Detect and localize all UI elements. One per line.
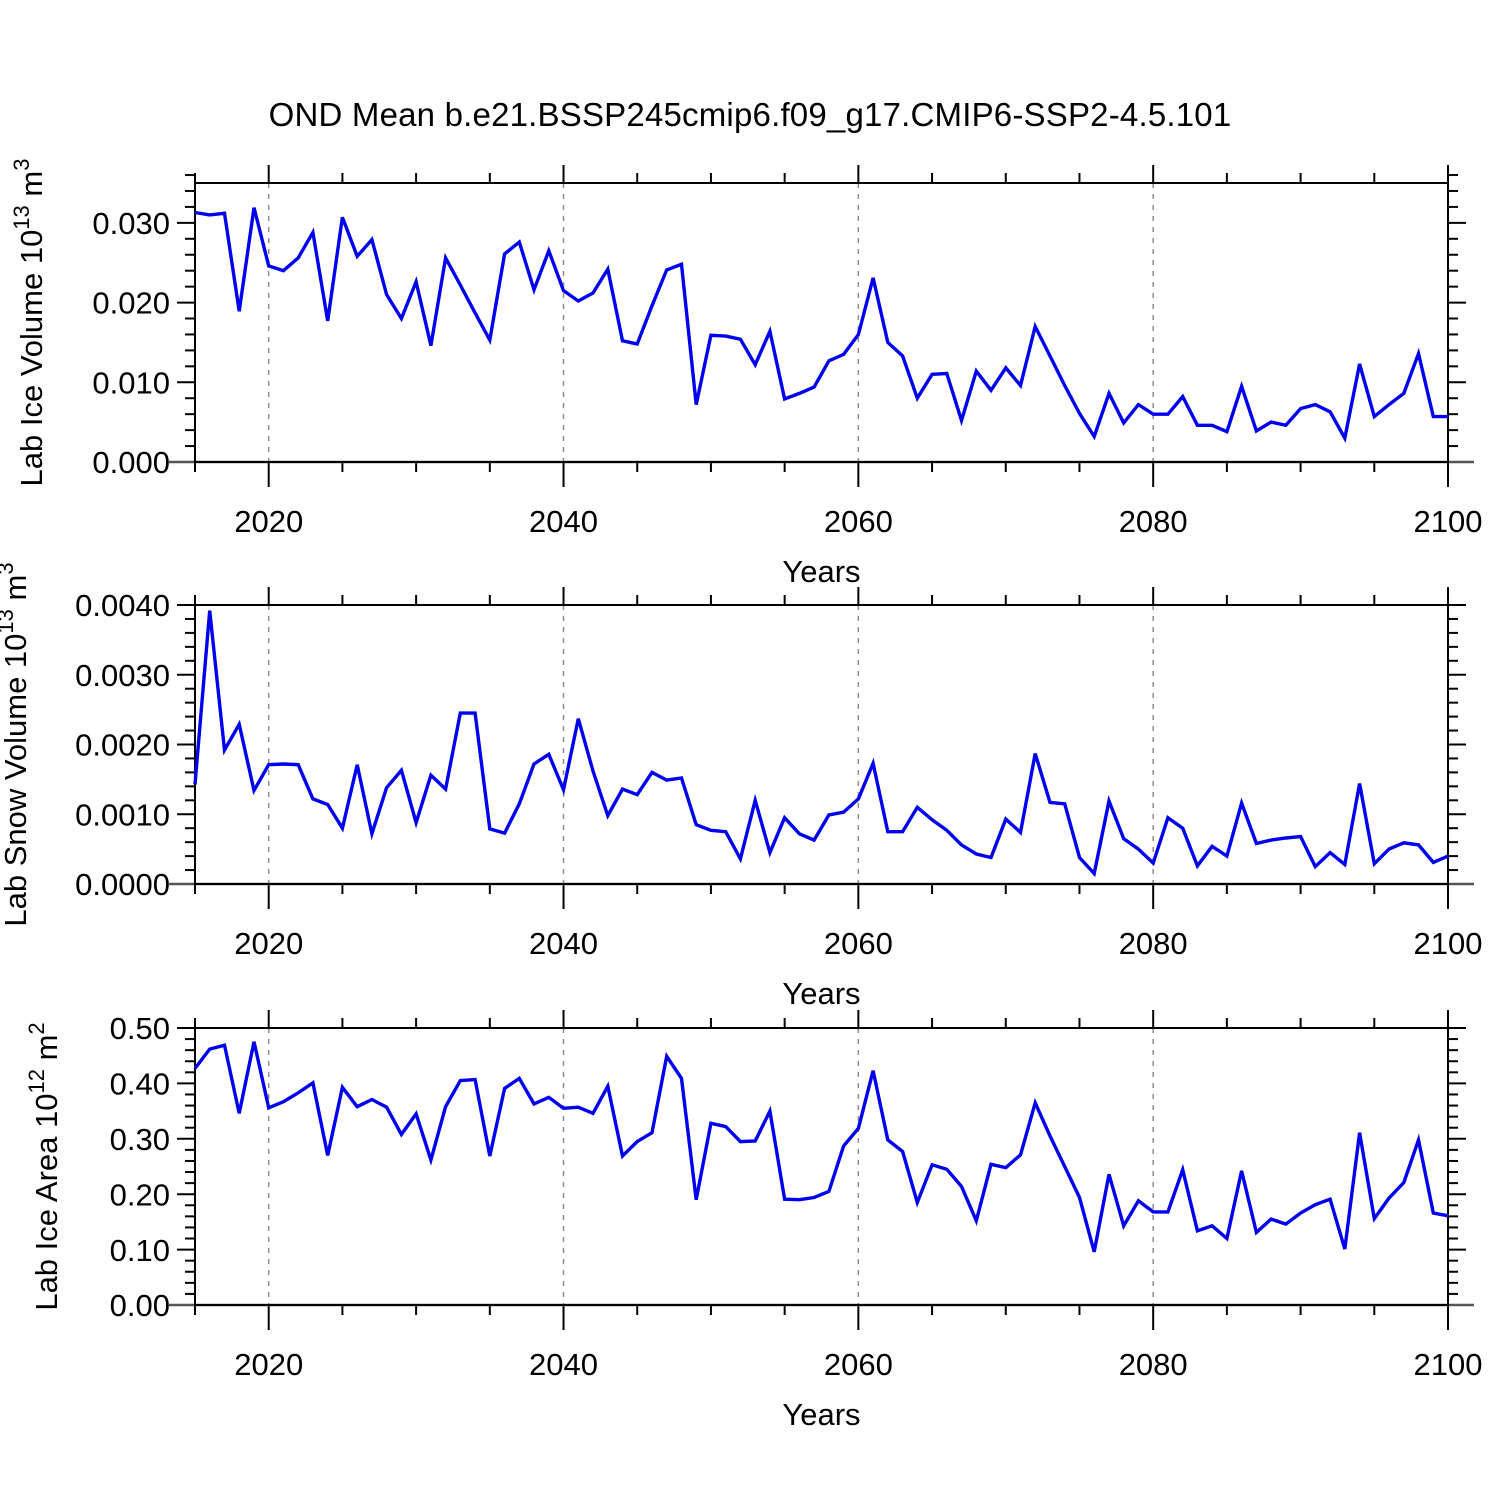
y-tick-label: 0.0020: [75, 728, 170, 763]
plot-box: [194, 1027, 1449, 1306]
y-tick-label: 0.020: [92, 286, 170, 321]
y-tick-label: 0.30: [110, 1122, 170, 1157]
x-tick-label: 2100: [1414, 1347, 1483, 1382]
x-tick-label: 2060: [824, 926, 893, 961]
x-tick-label: 2060: [824, 504, 893, 539]
y-tick-label: 0.20: [110, 1177, 170, 1212]
y-tick-label: 0.40: [110, 1067, 170, 1102]
series-line-lab-ice-volume: [194, 207, 1448, 443]
y-tick-label: 0.010: [92, 365, 170, 400]
panel-lab-ice-volume: 2020 2040 2060 2080 2100 0.000 0.010 0.020 0.030…: [9, 159, 1482, 589]
y-tick-label: 0.0040: [75, 588, 170, 623]
x-axis-title: Years: [782, 554, 860, 589]
y-tick-label: 0.000: [92, 445, 170, 480]
x-tick-label: 2020: [234, 504, 303, 539]
x-tick-label: 2080: [1119, 504, 1188, 539]
y-tick-label: 0.00: [110, 1288, 170, 1323]
y-tick-label: 0.10: [110, 1233, 170, 1268]
x-tick-label: 2020: [234, 1347, 303, 1382]
series-line-lab-snow-volume: [193, 610, 1449, 878]
x-tick-label: 2040: [529, 504, 598, 539]
y-tick-label: 0.0030: [75, 658, 170, 693]
chart-title: OND Mean b.e21.BSSP245cmip6.f09_g17.CMIP…: [268, 96, 1232, 133]
x-tick-label: 2080: [1119, 926, 1188, 961]
y-tick-label: 0.50: [110, 1011, 170, 1046]
x-tick-label: 2040: [529, 926, 598, 961]
series-line-lab-ice-area: [193, 1041, 1449, 1253]
x-tick-label: 2100: [1414, 504, 1483, 539]
y-axis-title: Lab Ice Volume 1013 m3: [9, 159, 49, 487]
x-tick-label: 2040: [529, 1347, 598, 1382]
plot-box: [194, 604, 1449, 885]
y-tick-label: 0.0010: [75, 797, 170, 832]
y-tick-label: 0.0000: [75, 867, 170, 902]
x-tick-label: 2080: [1119, 1347, 1188, 1382]
y-tick-label: 0.030: [92, 206, 170, 241]
panel-lab-ice-area: 2020 2040 2060 2080 2100 0.00 0.10 0.20 0.30 0.40…: [24, 1010, 1482, 1432]
panel-lab-snow-volume: 2020 2040 2060 2080 2100 0.0000 0.0010 0.0020 0.…: [0, 562, 1482, 1011]
x-tick-label: 2100: [1414, 926, 1483, 961]
y-axis-title: Lab Ice Area 1012 m2: [24, 1022, 64, 1310]
x-tick-label: 2060: [824, 1347, 893, 1382]
plot-box: [194, 182, 1449, 463]
y-axis-title: Lab Snow Volume 1013 m3: [0, 562, 33, 926]
x-tick-label: 2020: [234, 926, 303, 961]
x-axis-title: Years: [782, 1397, 860, 1432]
x-axis-title: Years: [782, 976, 860, 1011]
